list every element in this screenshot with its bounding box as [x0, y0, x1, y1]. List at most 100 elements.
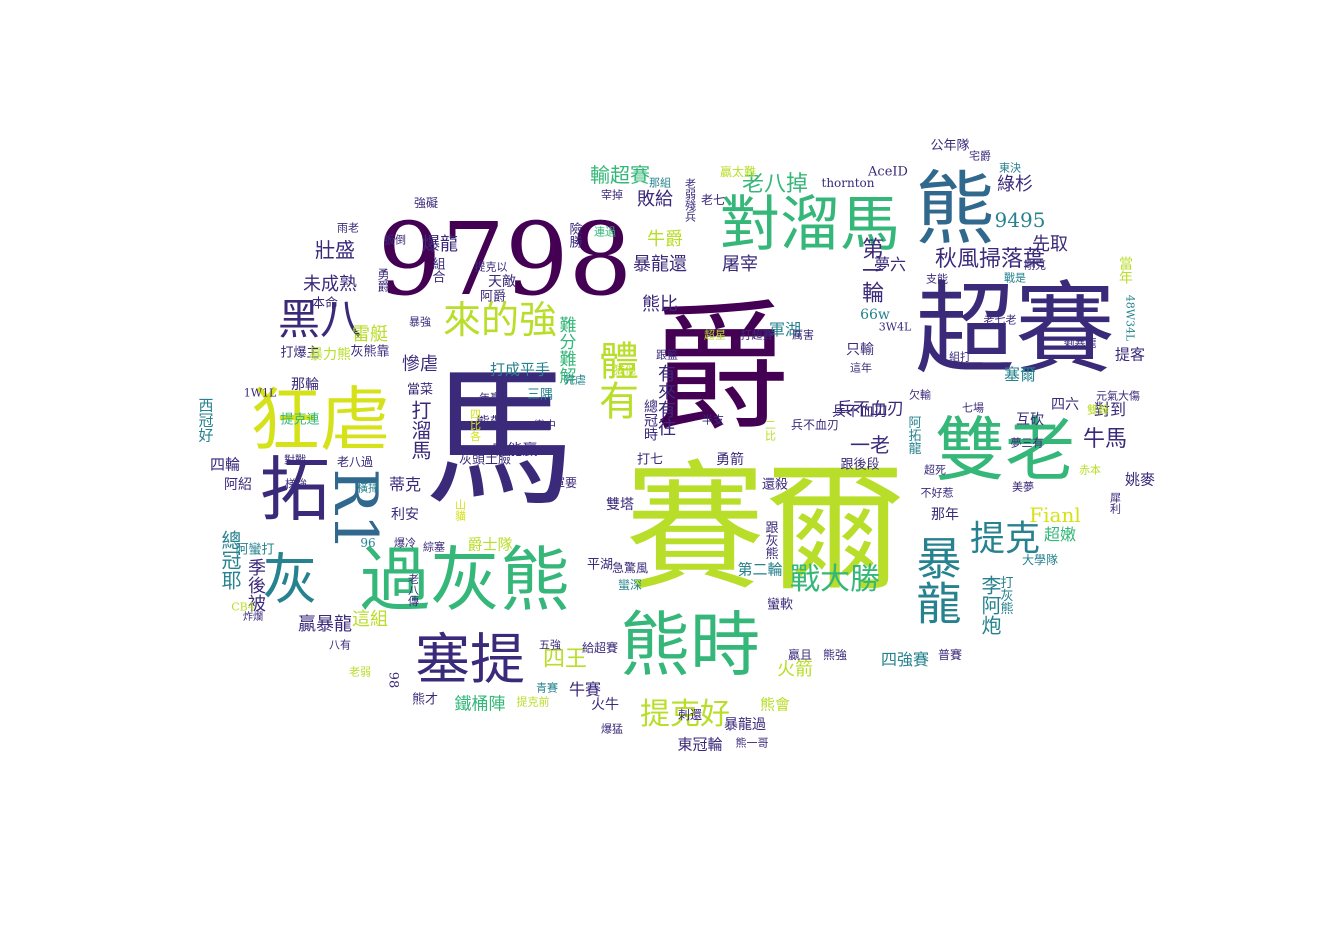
- cloud-word: 超星: [704, 328, 726, 342]
- cloud-word: 牛賽: [568, 680, 602, 699]
- cloud-word: 老八掉: [741, 172, 809, 197]
- cloud-word: 勇箭: [716, 452, 744, 468]
- cloud-word: 有來有往: [655, 364, 676, 436]
- cloud-word: 阿紹: [224, 477, 252, 493]
- cloud-word: 提克連: [280, 412, 320, 428]
- cloud-word: 打超賽: [740, 328, 774, 342]
- cloud-word: 老八過: [336, 455, 374, 469]
- cloud-word: 98: [385, 671, 401, 689]
- cloud-word: 還殺: [761, 477, 789, 493]
- cloud-word: 爆龍: [422, 234, 458, 255]
- cloud-word: 綜塞: [423, 540, 445, 554]
- cloud-word: 三隅: [526, 387, 554, 403]
- cloud-word: 蠻深: [617, 578, 643, 592]
- cloud-word: 阿拓龍: [905, 415, 921, 455]
- cloud-word: 夢六: [873, 255, 907, 274]
- cloud-word: 阿爵: [479, 289, 507, 305]
- cloud-word: 來的強: [442, 298, 558, 342]
- cloud-word: 雷艇: [352, 324, 388, 345]
- cloud-word: 犀利: [1108, 492, 1122, 514]
- cloud-word: 贏太難: [719, 165, 757, 179]
- cloud-word: 66w: [860, 307, 890, 323]
- cloud-word: 西冠好: [196, 397, 215, 443]
- cloud-word: 四輪: [209, 455, 241, 474]
- cloud-word: R1: [320, 468, 390, 552]
- cloud-word: 雙鋒: [1087, 403, 1109, 417]
- cloud-word: 打灰熊: [997, 575, 1013, 615]
- cloud-word: 體有: [592, 340, 638, 420]
- cloud-word: 厲害: [792, 328, 814, 342]
- cloud-word: 只輸: [846, 342, 874, 358]
- cloud-word: 熊強: [822, 648, 848, 662]
- cloud-word: 四六: [1051, 397, 1079, 413]
- cloud-word: 赤本: [1079, 463, 1101, 477]
- cloud-word: 支能: [926, 272, 948, 286]
- cloud-word: 牛爵: [647, 229, 683, 250]
- cloud-word: 八有: [329, 638, 351, 652]
- cloud-word: 互砍: [1016, 412, 1044, 428]
- cloud-word: 剛克: [1024, 258, 1046, 272]
- cloud-word: 打七: [636, 452, 664, 468]
- cloud-word: 熊時: [620, 604, 760, 686]
- cloud-word: 李阿炮: [978, 575, 1002, 635]
- cloud-word: 老弱殘兵: [683, 178, 697, 222]
- cloud-word: AceID: [868, 164, 908, 180]
- cloud-word: 組打: [949, 350, 971, 364]
- cloud-word: 火箭: [777, 659, 813, 680]
- cloud-word: 兵不血刃: [832, 404, 888, 420]
- cloud-word: 險勝: [566, 222, 582, 248]
- cloud-word: 橫掃: [357, 481, 379, 495]
- cloud-word: 贏暴龍: [298, 614, 352, 635]
- cloud-word: 跟籃: [656, 348, 678, 362]
- cloud-word: Fianl: [1029, 503, 1081, 527]
- cloud-word: 慘虐: [402, 354, 438, 375]
- cloud-word: 當年: [1117, 256, 1133, 284]
- cloud-word: 綠杉: [997, 174, 1033, 195]
- cloud-word: 宅爵: [969, 149, 991, 163]
- cloud-word: 提客: [1114, 345, 1146, 364]
- cloud-word: 利安: [391, 507, 419, 523]
- cloud-word: 夢三有: [1010, 436, 1044, 450]
- cloud-word: 戰是: [1004, 271, 1026, 285]
- cloud-word: 四比各: [468, 408, 482, 442]
- cloud-word: 急驚風: [611, 561, 649, 575]
- cloud-word: 過灰熊: [360, 539, 570, 621]
- cloud-word: 爆冷: [394, 536, 416, 550]
- cloud-word: 這組: [352, 609, 388, 630]
- cloud-word: 對溜馬: [720, 190, 900, 260]
- cloud-word: 熊帶: [476, 415, 504, 431]
- cloud-word: 梯強: [285, 477, 307, 491]
- cloud-word: 一老: [850, 433, 890, 457]
- cloud-word: 爵士隊: [467, 535, 513, 554]
- cloud-word: 當菜: [406, 382, 434, 398]
- cloud-word: 季後被: [245, 558, 266, 612]
- cloud-word: 超嫩: [1043, 525, 1077, 544]
- cloud-word: 灰頭土臉: [458, 452, 512, 468]
- cloud-word: 雙塔: [606, 497, 634, 513]
- cloud-word: 難分難解: [555, 316, 576, 384]
- cloud-word: 欠輸: [909, 388, 931, 402]
- cloud-word: 兵不血刃: [836, 399, 904, 420]
- cloud-word: 普賽: [937, 648, 963, 662]
- cloud-word: 對到: [1093, 400, 1127, 419]
- cloud-word: 熊: [915, 163, 995, 256]
- cloud-word: 暴龍過: [724, 717, 766, 733]
- cloud-word: 總冠耶: [218, 530, 242, 590]
- cloud-word: 完虐: [564, 373, 586, 387]
- cloud-word: 馬: [424, 353, 576, 527]
- cloud-word: 二比: [763, 419, 777, 441]
- cloud-word: 雙老: [935, 409, 1075, 491]
- cloud-word: 軍湖: [768, 320, 802, 339]
- cloud-word: 四王: [542, 647, 588, 672]
- cloud-word: 刺還: [677, 708, 703, 722]
- cloud-word: 五強: [539, 638, 561, 652]
- cloud-word: 七場: [962, 401, 984, 415]
- cloud-word: 那組: [649, 176, 671, 190]
- cloud-word: 黑八: [277, 295, 363, 344]
- cloud-word: 96: [360, 536, 376, 550]
- cloud-word: 輸超賽: [590, 163, 650, 187]
- cloud-word: 軍要: [552, 476, 578, 490]
- cloud-word: 老弱: [349, 665, 371, 679]
- cloud-word: 打爆主: [280, 345, 320, 361]
